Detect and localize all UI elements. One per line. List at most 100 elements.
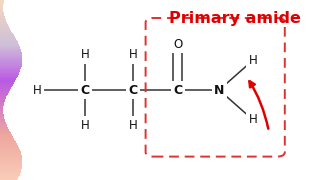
Bar: [0, 79, 16, 80]
Bar: [0, 157, 22, 158]
Bar: [0, 89, 10, 90]
Bar: [0, 53, 22, 54]
Bar: [0, 169, 21, 170]
Bar: [0, 115, 4, 116]
Bar: [0, 3, 4, 4]
Bar: [0, 1, 4, 2]
Bar: [0, 86, 12, 87]
Bar: [0, 109, 3, 110]
Bar: [0, 0, 4, 1]
Bar: [0, 152, 21, 153]
Bar: [0, 13, 4, 14]
Bar: [0, 130, 10, 131]
Bar: [0, 22, 7, 23]
Bar: [0, 77, 17, 78]
Bar: [0, 161, 22, 162]
Bar: [0, 49, 20, 50]
Bar: [0, 93, 8, 94]
Bar: [0, 61, 22, 62]
Bar: [0, 165, 22, 166]
Bar: [0, 8, 3, 9]
Bar: [0, 108, 3, 109]
Bar: [0, 163, 22, 164]
Bar: [0, 116, 4, 117]
Bar: [0, 99, 5, 100]
Bar: [0, 158, 22, 159]
Bar: [0, 25, 8, 26]
Bar: [0, 50, 21, 51]
Bar: [0, 144, 17, 145]
Bar: [0, 59, 22, 60]
Bar: [0, 46, 20, 47]
Bar: [0, 52, 22, 53]
Bar: [0, 148, 20, 149]
Bar: [0, 15, 4, 16]
Bar: [0, 35, 14, 36]
Bar: [0, 14, 4, 15]
Bar: [0, 80, 15, 81]
Bar: [0, 172, 20, 173]
Bar: [0, 34, 13, 35]
Bar: [0, 24, 8, 25]
Bar: [0, 111, 3, 112]
Bar: [0, 39, 16, 40]
Bar: [0, 38, 16, 39]
Bar: [0, 125, 7, 126]
Bar: [0, 31, 12, 32]
Bar: [0, 12, 4, 13]
Bar: [0, 175, 20, 176]
Bar: [0, 65, 22, 66]
Bar: [0, 150, 20, 151]
Bar: [0, 166, 22, 167]
Bar: [0, 138, 14, 139]
Bar: [0, 60, 22, 61]
Text: C: C: [80, 84, 89, 96]
Bar: [0, 153, 21, 154]
Bar: [0, 176, 19, 177]
Bar: [0, 28, 10, 29]
Bar: [0, 162, 22, 163]
Bar: [0, 155, 21, 156]
Text: H: H: [32, 84, 41, 96]
Bar: [0, 139, 14, 140]
Bar: [0, 94, 8, 95]
Bar: [0, 23, 7, 24]
Text: H: H: [248, 113, 257, 126]
Bar: [0, 57, 22, 58]
Bar: [0, 42, 18, 43]
Bar: [0, 137, 13, 138]
Bar: [0, 83, 14, 84]
Bar: [0, 107, 4, 108]
Bar: [0, 105, 4, 106]
Bar: [0, 128, 8, 129]
Bar: [0, 87, 11, 88]
Bar: [0, 84, 13, 85]
Bar: [0, 40, 17, 41]
Bar: [0, 164, 22, 165]
Bar: [0, 47, 20, 48]
Bar: [0, 147, 19, 148]
Bar: [0, 156, 22, 157]
Bar: [0, 135, 12, 136]
Text: H: H: [128, 119, 137, 132]
Text: N: N: [214, 84, 224, 96]
Bar: [0, 171, 21, 172]
Bar: [0, 132, 11, 133]
Bar: [0, 112, 3, 113]
Bar: [0, 118, 4, 119]
Bar: [0, 63, 22, 64]
Bar: [0, 102, 4, 103]
Bar: [0, 142, 16, 143]
Bar: [0, 36, 14, 37]
Bar: [0, 131, 10, 132]
Bar: [0, 51, 21, 52]
Bar: [0, 85, 13, 86]
Bar: [0, 117, 4, 118]
Bar: [0, 41, 18, 42]
Bar: [0, 133, 11, 134]
Bar: [0, 95, 7, 96]
Bar: [0, 123, 6, 124]
Bar: [0, 44, 19, 45]
Bar: [0, 62, 22, 63]
Bar: [0, 136, 13, 137]
